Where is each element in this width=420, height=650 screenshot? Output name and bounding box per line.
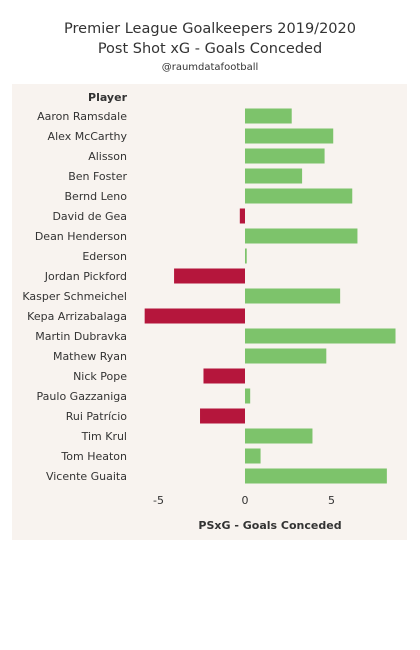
category-label: Martin Dubravka bbox=[35, 330, 127, 343]
x-tick-label: -5 bbox=[153, 494, 164, 507]
bar bbox=[174, 268, 245, 284]
bar bbox=[200, 408, 245, 424]
category-label: Jordan Pickford bbox=[44, 270, 127, 283]
bar bbox=[245, 388, 251, 404]
bar bbox=[245, 168, 303, 184]
bar bbox=[245, 288, 341, 304]
category-label: Ben Foster bbox=[68, 170, 127, 183]
category-label: Alisson bbox=[88, 150, 127, 163]
chart-title: Premier League Goalkeepers 2019/2020 bbox=[64, 21, 356, 37]
category-label: Bernd Leno bbox=[65, 190, 128, 203]
category-label: Tom Heaton bbox=[60, 450, 127, 463]
bar bbox=[245, 148, 325, 164]
x-tick-label: 0 bbox=[242, 494, 249, 507]
x-axis-label: PSxG - Goals Conceded bbox=[198, 519, 341, 532]
category-label: Ederson bbox=[82, 250, 127, 263]
bar bbox=[245, 228, 358, 244]
x-tick-label: 5 bbox=[328, 494, 335, 507]
category-label: Mathew Ryan bbox=[53, 350, 127, 363]
category-label: Kasper Schmeichel bbox=[22, 290, 127, 303]
bar bbox=[245, 188, 353, 204]
category-label: Nick Pope bbox=[73, 370, 127, 383]
category-label: Tim Krul bbox=[81, 430, 127, 443]
bar bbox=[245, 448, 261, 464]
row-header: Player bbox=[88, 91, 128, 104]
bar bbox=[245, 128, 334, 144]
chart-credit: @raumdatafootball bbox=[161, 62, 259, 73]
chart-subtitle: Post Shot xG - Goals Conceded bbox=[97, 41, 323, 57]
bar bbox=[245, 428, 313, 444]
category-label: Kepa Arrizabalaga bbox=[27, 310, 127, 323]
bar bbox=[245, 468, 387, 484]
bar bbox=[245, 348, 327, 364]
bar bbox=[245, 108, 292, 124]
category-label: Paulo Gazzaniga bbox=[37, 390, 127, 403]
category-label: Aaron Ramsdale bbox=[37, 110, 127, 123]
bar bbox=[144, 308, 245, 324]
bar bbox=[239, 208, 245, 224]
category-label: Alex McCarthy bbox=[48, 130, 128, 143]
bar bbox=[245, 328, 396, 344]
bar bbox=[245, 248, 247, 264]
category-label: Dean Henderson bbox=[35, 230, 127, 243]
category-label: Rui Patrício bbox=[66, 410, 128, 423]
category-label: David de Gea bbox=[52, 210, 127, 223]
category-label: Vicente Guaita bbox=[46, 470, 127, 483]
bar bbox=[203, 368, 245, 384]
